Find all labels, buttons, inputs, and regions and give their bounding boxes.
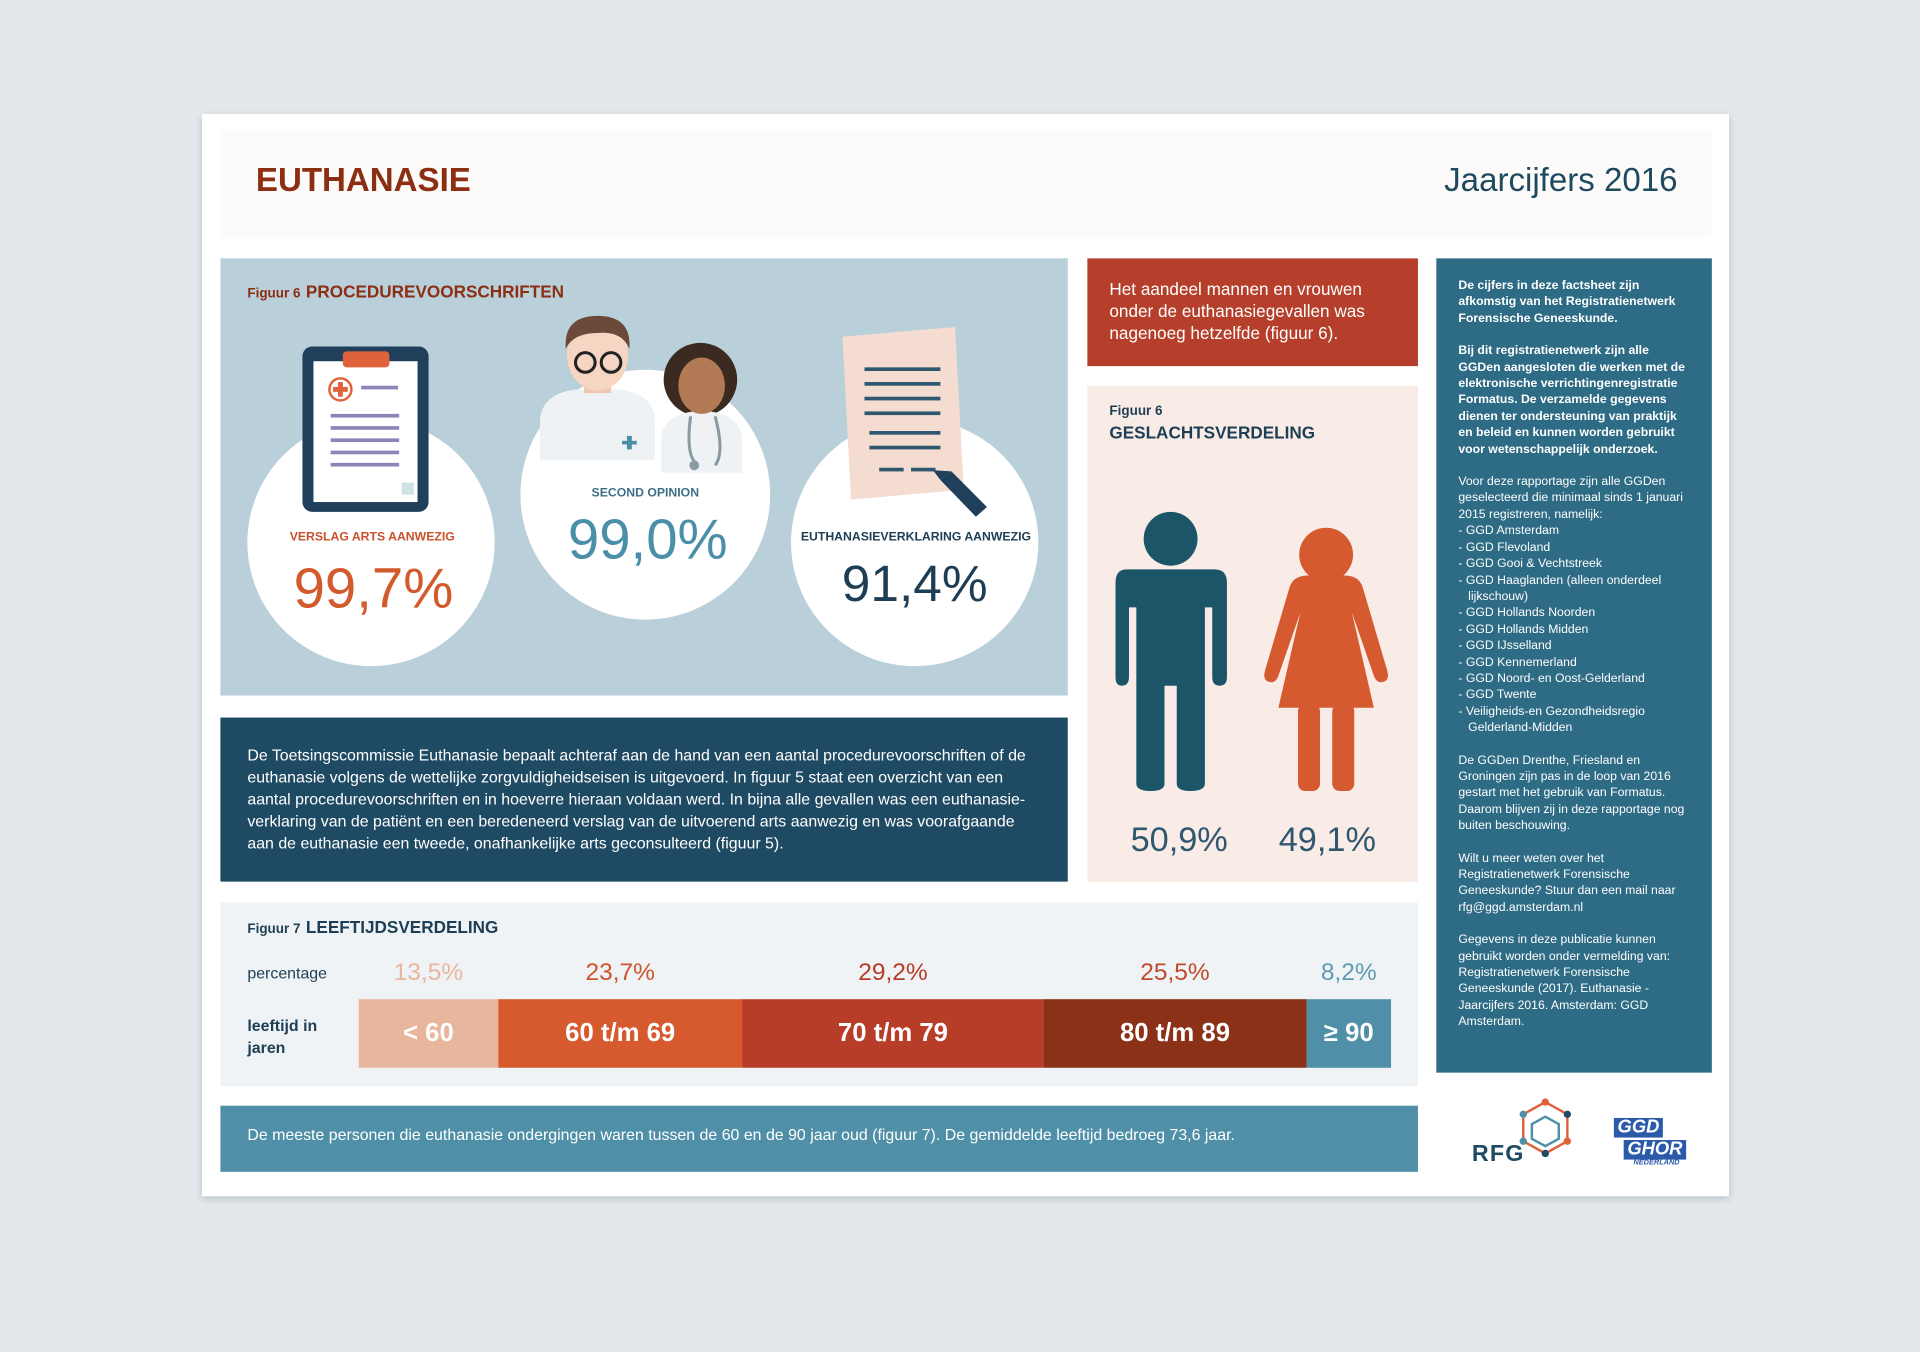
sidebar-list-item: - GGD Hollands Noorden: [1458, 606, 1596, 620]
category-label: 80 t/m 89: [1119, 1018, 1231, 1047]
sidebar-paragraph: Wilt u meer weten over het Registratiene…: [1458, 851, 1676, 915]
man-icon: [1115, 511, 1227, 792]
nederland-logo: NEDERLAND: [1633, 1159, 1680, 1167]
procedure-text-panel: [220, 717, 1068, 882]
sidebar-paragraph: Bij dit registratienetwerk zijn alle GGD…: [1458, 344, 1685, 457]
figure-number: Figuur 6: [247, 286, 301, 302]
figure-heading: Figuur 7 LEEFTIJDSVERDELING: [247, 917, 498, 939]
title: EUTHANASIE: [255, 161, 471, 199]
procedure-text: De Toetsingscommissie Euthanasie bepaalt…: [247, 745, 1026, 853]
ggd-logo: GGD: [1613, 1117, 1664, 1138]
value-axis-label: percentage: [247, 963, 328, 983]
category-label: < 60: [402, 1018, 454, 1047]
procedure-label: VERSLAG ARTS AANWEZIG: [289, 530, 455, 545]
procedure-value: 99,7%: [293, 555, 454, 620]
bar-segment: [358, 999, 498, 1068]
sidebar-list-item: - GGD Twente: [1458, 688, 1537, 703]
figure-number: Figuur 7: [247, 922, 301, 937]
header-band: [220, 129, 1712, 238]
sidebar-list-item: - GGD Noord- en Oost-Gelderland: [1458, 672, 1645, 686]
value-label: 8,2%: [1320, 959, 1377, 987]
value-label: 23,7%: [585, 959, 655, 987]
sidebar-paragraph: De cijfers in deze factsheet zijn afkoms…: [1458, 279, 1676, 326]
sidebar-paragraph: Voor deze rapportage zijn alle GGDen ges…: [1458, 475, 1683, 522]
figure-number: Figuur 6: [1109, 404, 1163, 419]
rfg-logo: RFG: [1471, 1141, 1525, 1167]
age-text: De meeste personen die euthanasie onderg…: [247, 1125, 1235, 1144]
procedure-label: EUTHANASIEVERKLARING AANWEZIG: [800, 530, 1032, 545]
sidebar-list-item: - GGD Hollands Midden: [1458, 622, 1589, 637]
doctors-icon: [540, 315, 743, 473]
clipboard-icon: [302, 346, 429, 512]
value-label: 25,5%: [1140, 959, 1210, 987]
sidebar-list-item: - GGD Kennemerland: [1458, 655, 1577, 670]
category-axis-label: leeftijd in jaren: [247, 1016, 318, 1057]
sidebar-list-item: - GGD Amsterdam: [1458, 524, 1560, 538]
figure-title: LEEFTIJDSVERDELING: [305, 917, 499, 937]
men-share: 50,9%: [1130, 820, 1228, 859]
category-label: 70 t/m 79: [837, 1018, 948, 1047]
sidebar-paragraph: De GGDen Drenthe, Friesland en Groningen…: [1458, 753, 1685, 833]
sidebar-list-item: - GGD Haaglanden (alleen onderdeel lijks…: [1458, 573, 1662, 604]
sidebar-list: - GGD Amsterdam - GGD Flevoland - GGD Gooi…: [1458, 523, 1693, 736]
figure-heading: Figuur 6 PROCEDUREVOORSCHRIFTEN: [247, 282, 564, 304]
procedure-label: SECOND OPINION: [591, 486, 700, 501]
bar-segment: [497, 999, 743, 1068]
sidebar-list-item: - GGD Gooi & Vechtstreek: [1458, 557, 1602, 571]
value-label: 29,2%: [858, 959, 928, 987]
procedure-value: 99,0%: [567, 506, 728, 571]
subtitle: Jaarcijfers 2016: [1444, 161, 1678, 199]
bar-segment: [742, 999, 1044, 1068]
category-label: 60 t/m 69: [565, 1018, 676, 1047]
sidebar: De cijfers in deze factsheet zijn afkoms…: [1458, 278, 1693, 1047]
sidebar-paragraph: Gegevens in deze publicatie kunnen gebru…: [1458, 933, 1671, 1029]
sidebar-list-item: - GGD Flevoland: [1458, 540, 1551, 555]
sidebar-list-item: - GGD IJsselland: [1458, 639, 1552, 653]
category-label: ≥ 90: [1323, 1018, 1374, 1047]
gender-note-panel: [1087, 258, 1418, 367]
bar-segment: [1306, 999, 1392, 1068]
value-label: 13,5%: [393, 959, 464, 987]
sidebar-list-item: - Veiligheids-en Gezondheidsregio Gelder…: [1458, 705, 1645, 735]
rfg-logo-icon: [1519, 1098, 1572, 1158]
bar-segment: [1043, 999, 1307, 1068]
figure-title: GESLACHTSVERDELING: [1109, 422, 1316, 443]
procedure-value: 91,4%: [841, 554, 988, 613]
figure-title: PROCEDUREVOORSCHRIFTEN: [305, 281, 565, 302]
ghor-logo: GHOR: [1623, 1139, 1687, 1160]
gender-note: Het aandeel mannen en vrouwen onder de e…: [1109, 279, 1365, 343]
women-share: 49,1%: [1278, 820, 1376, 859]
sidebar-panel: [1436, 258, 1712, 1073]
age-text-panel: [220, 1105, 1418, 1172]
document-icon: [842, 326, 987, 517]
woman-icon: [1264, 527, 1388, 792]
